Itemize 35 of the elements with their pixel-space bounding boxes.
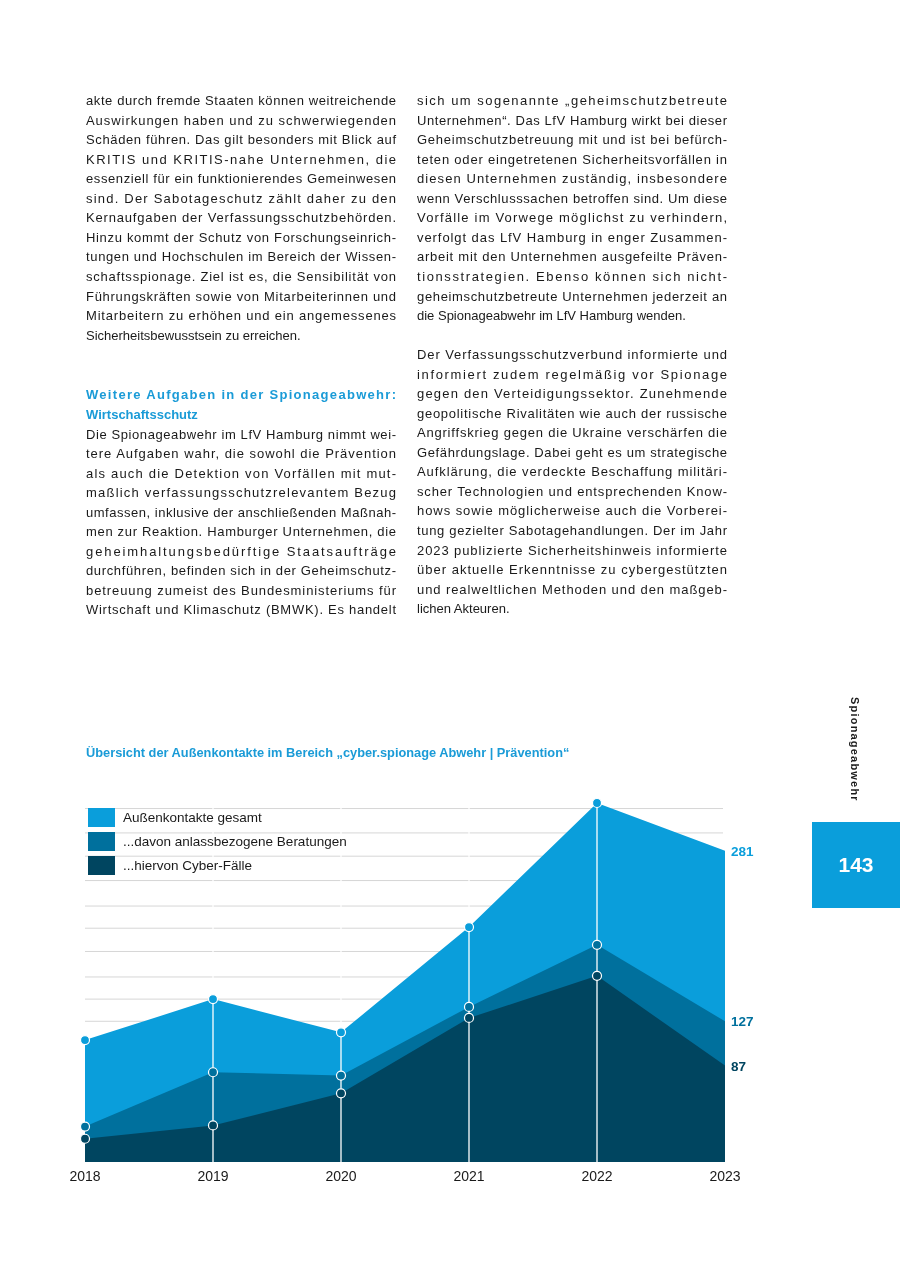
text: Der Verfassungsschutzverbund informierte und informiert zudem regelmäßig vor Spionage gegen den Verteidigungssektor. Zunehmende geopolitische Rivalitäten wie auch der russische Angriffskrieg gegen die Ukraine verschärfen die Gefährdungslage. Dabei geht es um strategische Aufklärung, die verdeckte Beschaffung militäri- scher Technologien und entsprechenden Know- hows sowie möglicherweise auch die Vorberei- tung gezielter Sabotagehandlungen. Der im Jahr 2023 publizierte Sicherheitshinweis informierte über aktuelle Erkenntnisse zu cybergestützten und realweltlichen Methoden und den maßgeb- lichen Akteuren.: [417, 347, 727, 617]
point: [335, 1088, 347, 1099]
data-label: 281: [731, 843, 755, 859]
chart-title: Übersicht der Außenkontakte im Bereich „cyber.spionage Abwehr | Prävention“: [86, 745, 570, 760]
point: [207, 1067, 219, 1078]
x-tick-label: 2018: [69, 1168, 101, 1184]
point: [591, 970, 603, 981]
legend-label: ...hiervon Cyber-Fälle: [123, 858, 253, 873]
point: [591, 797, 603, 809]
text: Spionageabwehr: [849, 697, 861, 802]
point: [207, 1120, 219, 1131]
x-tick-label: 2020: [325, 1168, 357, 1184]
point: [79, 1035, 91, 1046]
point: [79, 1121, 91, 1132]
point: [591, 939, 603, 950]
legend-label: ...davon anlassbezogene Beratungen: [123, 834, 347, 849]
data-label: 87: [731, 1058, 747, 1074]
data-label: 127: [731, 1014, 754, 1030]
x-tick-label: 2023: [709, 1168, 741, 1184]
text: akte durch fremde Staaten können weitreichende Auswirkungen haben und zu schwerwiegenden Schäden führen. Das gilt besonders mit Blick auf KRITIS und KRITIS-nahe Unternehmen, die essenziell für ein funktionierendes Gemeinwesen sind. Der Sabotageschutz zählt daher zu den Kernaufgaben der Verfassungsschutzbehörden. Hinzu kommt der Schutz von Forschungseinrich- tungen und Hochschulen im Bereich der Wissen- schaftsspionage. Ziel ist es, die Sensibilität von Führungskräften sowie von Mitarbeiterinnen und Mitarbeitern zu erhöhen und ein angemessenes Sicherheitsbewusstsein zu erreichen.: [86, 93, 396, 343]
x-tick-label: 2019: [197, 1168, 229, 1184]
point: [463, 1001, 475, 1012]
point: [207, 994, 219, 1005]
x-tick-label: 2021: [453, 1168, 485, 1184]
point: [335, 1027, 347, 1038]
point: [463, 1012, 475, 1024]
text: 143: [838, 853, 874, 876]
point: [463, 922, 475, 933]
text: Weitere Aufgaben in der Spionageabwehr: Wirtschaftsschutz: [86, 387, 396, 422]
legend-label: Außenkontakte gesamt: [123, 810, 263, 825]
text: sich um sogenannte „geheimschutzbetreute Unternehmen“. Das LfV Hamburg wirkt bei dieser Geheimschutzbetreuung mit und ist bei befürch- teten oder eingetretenen Sicherheitsvorfällen in diesen Unternehmen zuständig, insbesondere wenn Verschlusssachen betroffen sind. Um diese Vorfälle im Vorwege möglichst zu verhindern, verfolgt das LfV Hamburg in enger Zusammen- arbeit mit den Unternehmen ausgefeilte Präven- tionsstrategien. Ebenso können sich nicht- geheimschutzbetreute Unternehmen jederzeit an die Spionageabwehr im LfV Hamburg wenden.: [417, 93, 727, 324]
point: [79, 1133, 91, 1144]
text: Die Spionageabwehr im LfV Hamburg nimmt wei- tere Aufgaben wahr, die sowohl die Prävention als auch die Detektion von Vorfällen mit mut- maßlich verfassungsschutzrelevantem Bezug umfassen, inklusive der anschließenden Maßnah- men zur Reaktion. Hamburger Unternehmen, die geheimhaltungsbedürftige Staatsaufträge durchführen, befinden sich in der Geheimschutz- betreuung zumeist des Bundesministeriums für Wirtschaft und Klimaschutz (BMWK). Es handelt: [86, 426, 396, 618]
x-tick-label: 2022: [581, 1168, 613, 1184]
point: [335, 1070, 347, 1081]
